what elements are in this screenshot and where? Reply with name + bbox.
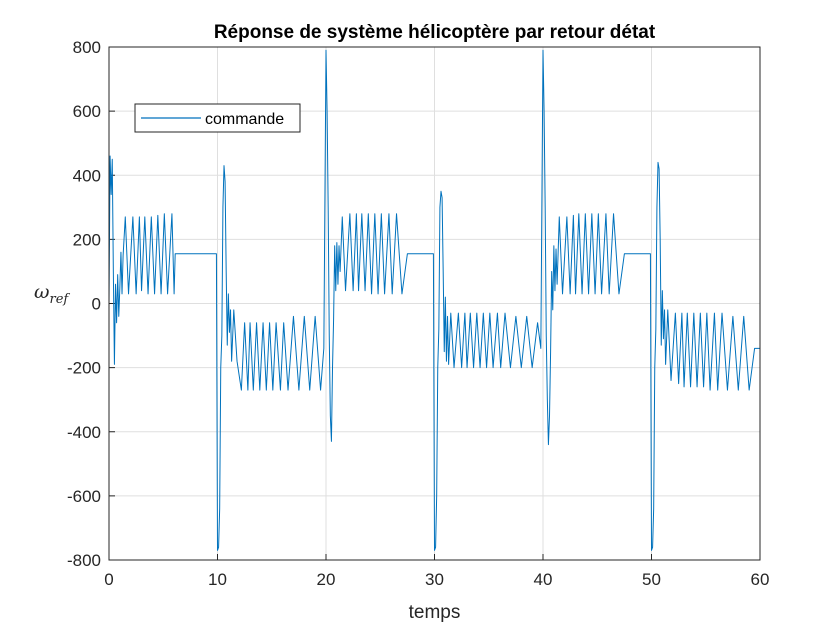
x-tick-label: 0: [104, 570, 113, 589]
y-tick-label: 800: [73, 38, 101, 57]
y-tick-label: 600: [73, 102, 101, 121]
legend: commande: [135, 104, 300, 132]
x-tick-label: 60: [751, 570, 770, 589]
x-tick-label: 20: [317, 570, 336, 589]
y-tick-label: 0: [92, 295, 101, 314]
x-tick-label: 40: [534, 570, 553, 589]
x-tick-label: 10: [208, 570, 227, 589]
y-tick-label: 200: [73, 230, 101, 249]
chart-title: Réponse de système hélicoptère par retou…: [214, 22, 656, 43]
y-axis-label-sub: ref: [50, 292, 71, 307]
x-axis-ticks: 0 10 20 30 40 50 60: [104, 554, 769, 589]
y-axis-label-main: ω: [34, 281, 50, 303]
x-axis-label: temps: [409, 602, 461, 623]
y-tick-label: 400: [73, 166, 101, 185]
x-tick-label: 50: [642, 570, 661, 589]
y-tick-label: -600: [67, 487, 101, 506]
legend-label: commande: [205, 111, 284, 128]
x-tick-label: 30: [425, 570, 444, 589]
y-axis-ticks: -800 -600 -400 -200 0 200 400 600 800: [67, 38, 115, 570]
y-axis-label: ωref: [34, 281, 70, 307]
y-tick-label: -200: [67, 359, 101, 378]
y-tick-label: -400: [67, 423, 101, 442]
y-tick-label: -800: [67, 551, 101, 570]
